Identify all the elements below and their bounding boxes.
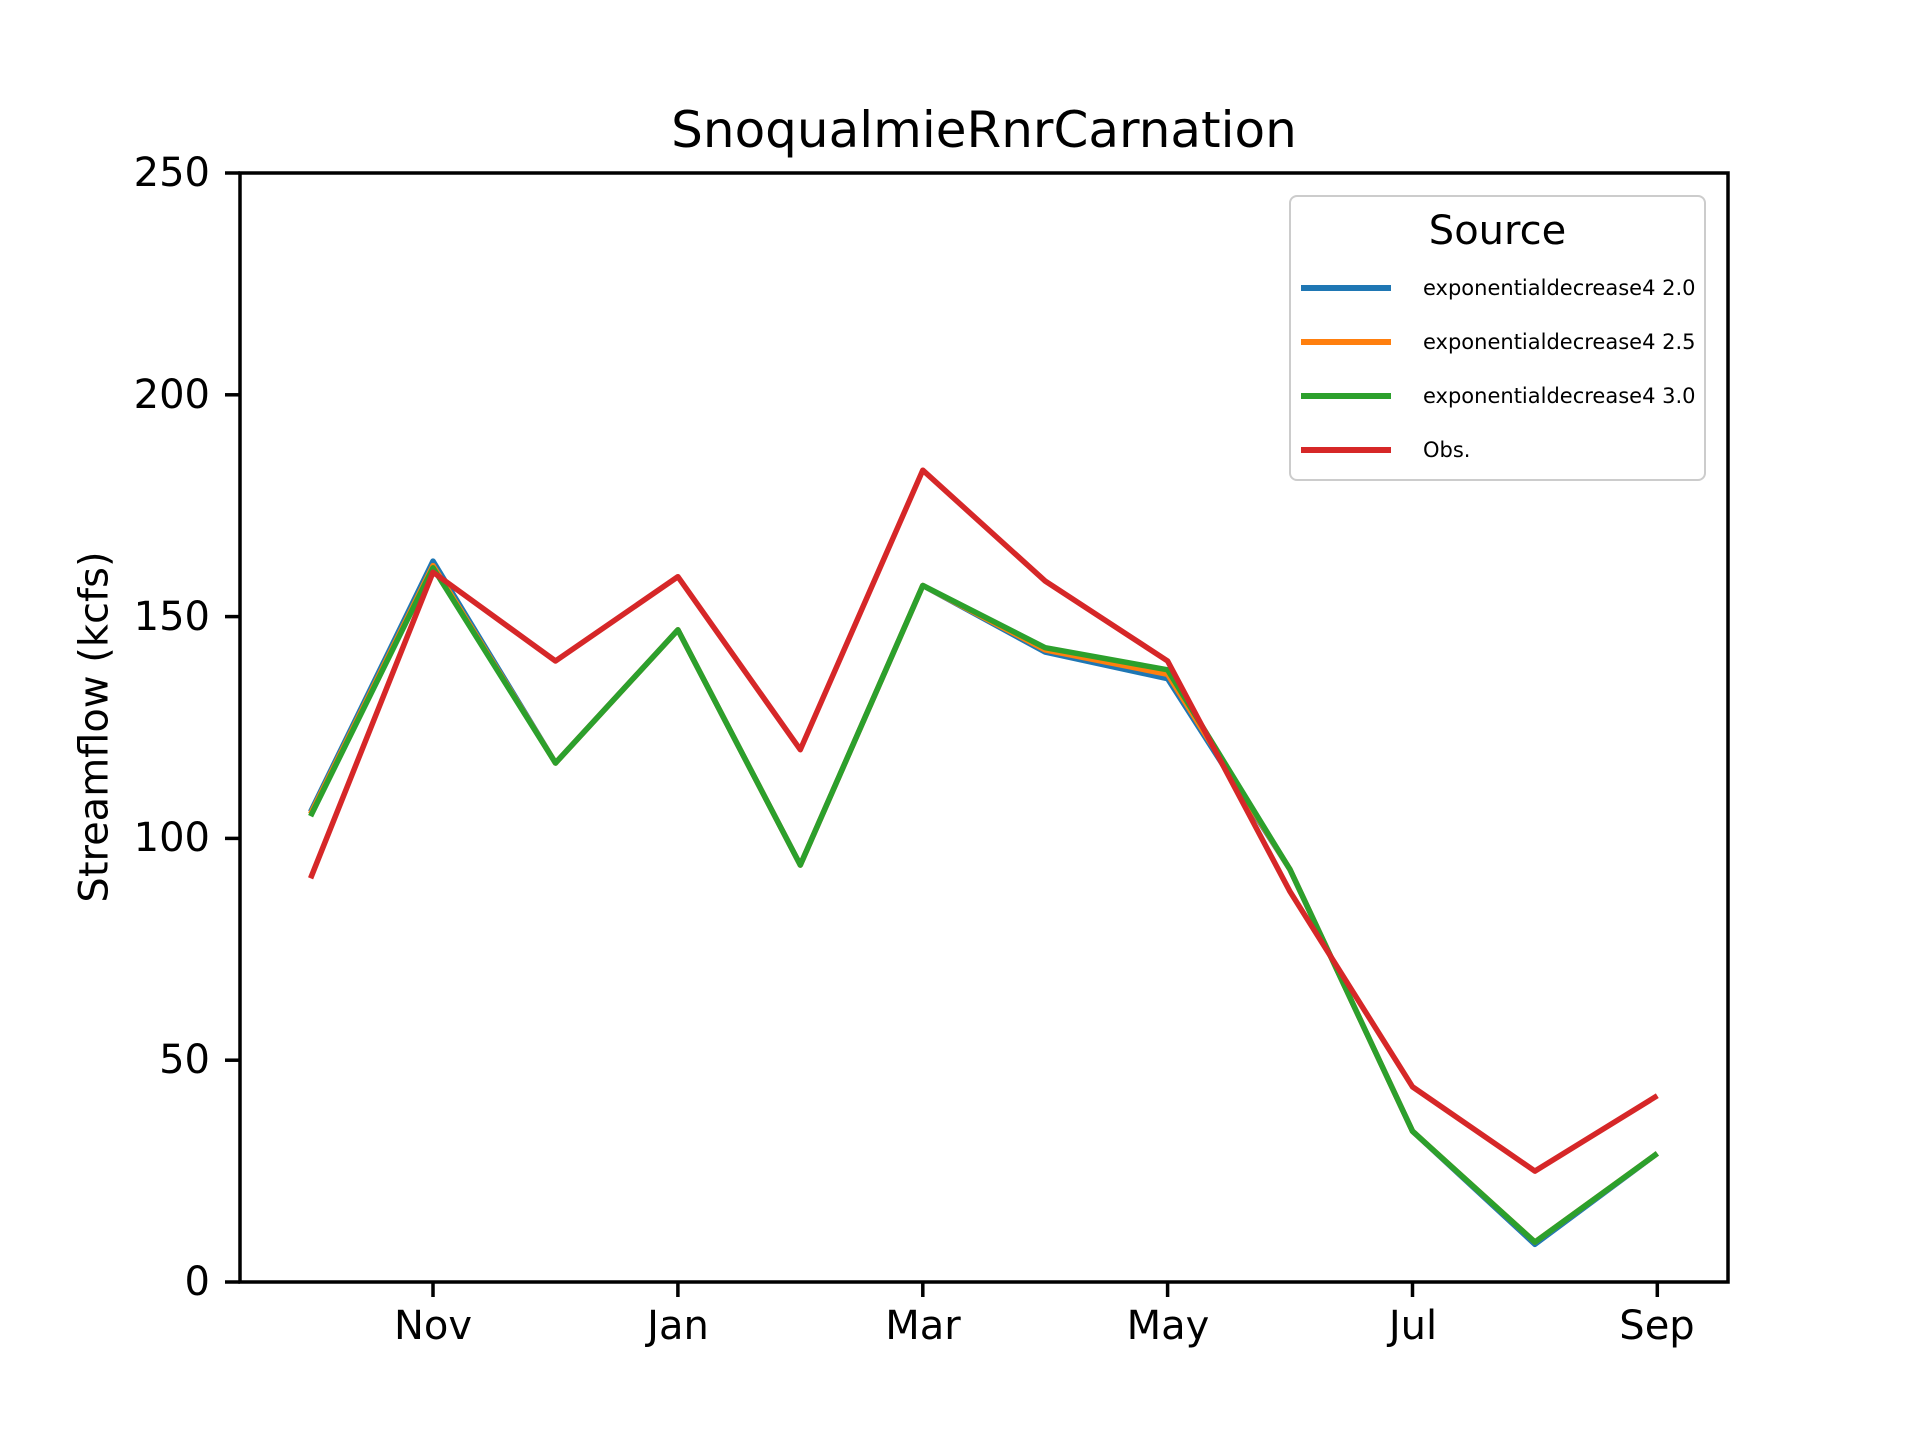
y-tick-label-250: 250: [133, 150, 210, 196]
legend-item-exponentialdecrease4-3-0: exponentialdecrease4 3.0: [1291, 369, 1704, 423]
y-axis-label: Streamflow (kcfs): [72, 551, 118, 903]
y-tick-label-150: 150: [133, 594, 210, 640]
legend-line-sample-red: [1301, 447, 1391, 453]
y-tick-label-200: 200: [133, 372, 210, 418]
x-tick-label-jul: Jul: [1388, 1303, 1438, 1349]
legend-item-label: exponentialdecrease4 2.0: [1423, 276, 1696, 300]
x-tick-label-jan: Jan: [647, 1303, 709, 1349]
y-tick-label-50: 50: [159, 1037, 210, 1083]
legend-line-sample-blue: [1301, 285, 1391, 291]
x-tick-label-nov: Nov: [393, 1303, 473, 1349]
legend-item-label: exponentialdecrease4 2.5: [1423, 330, 1696, 354]
legend-item-exponentialdecrease4-2-5: exponentialdecrease4 2.5: [1291, 315, 1704, 369]
legend-item-obs: Obs.: [1291, 423, 1704, 477]
legend-line-sample-green: [1301, 393, 1391, 399]
legend-title: Source: [1428, 208, 1567, 254]
x-tick-label-sep: Sep: [1619, 1303, 1695, 1349]
y-tick-label-0: 0: [184, 1259, 210, 1305]
x-tick-label-may: May: [1126, 1303, 1210, 1349]
x-tick-label-mar: Mar: [885, 1303, 961, 1349]
legend-line-sample-orange: [1301, 339, 1391, 345]
legend-rows: exponentialdecrease4 2.0 exponentialdecr…: [1291, 261, 1704, 477]
legend-item-label: Obs.: [1423, 438, 1471, 462]
legend: Source exponentialdecrease4 2.0 exponent…: [1289, 195, 1706, 481]
chart-title: SnoqualmieRnrCarnation: [671, 101, 1297, 159]
legend-item-label: exponentialdecrease4 3.0: [1423, 384, 1696, 408]
legend-item-exponentialdecrease4-2-0: exponentialdecrease4 2.0: [1291, 261, 1704, 315]
y-tick-label-100: 100: [133, 815, 210, 861]
